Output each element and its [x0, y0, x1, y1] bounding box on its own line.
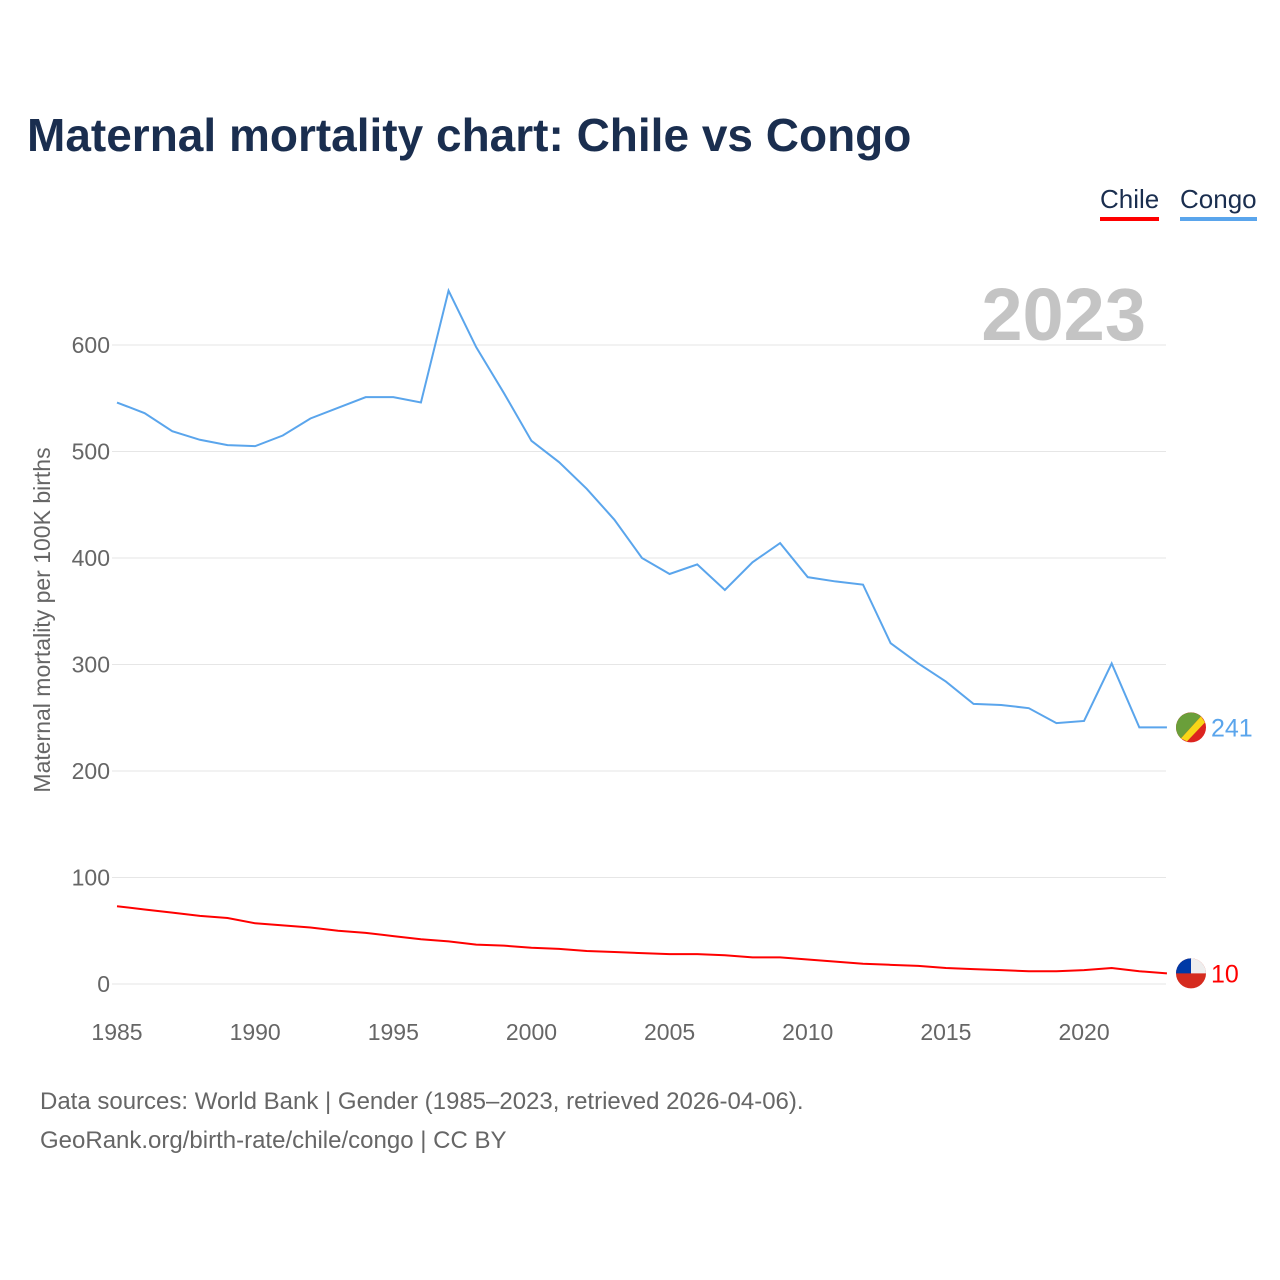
series-line-chile: [116, 905, 1168, 975]
flag-part: [1191, 958, 1206, 974]
legend-congo[interactable]: Congo: [1180, 184, 1257, 221]
y-axis-label: Maternal mortality per 100K births: [29, 447, 55, 792]
x-tick-label: 2015: [920, 1019, 971, 1045]
y-tick-label: 0: [97, 971, 110, 997]
legend-chile[interactable]: Chile: [1100, 184, 1160, 221]
y-tick-label: 600: [72, 332, 110, 358]
x-tick-label: 2020: [1058, 1019, 1109, 1045]
x-tick-label: 1985: [91, 1019, 142, 1045]
footer-link[interactable]: GeoRank.org/birth-rate/chile/congo | CC …: [40, 1127, 507, 1154]
x-tick-label: 2005: [644, 1019, 695, 1045]
y-tick-label: 500: [72, 439, 110, 465]
x-tick-label: 1995: [368, 1019, 419, 1045]
series-line-congo: [116, 287, 1167, 729]
chart-title: Maternal mortality chart: Chile vs Congo: [27, 109, 912, 161]
x-tick-label: 2000: [506, 1019, 557, 1045]
flag-part: [1176, 958, 1191, 974]
y-tick-label: 100: [72, 865, 110, 891]
year-watermark: 2023: [981, 273, 1146, 356]
x-tick-label: 1990: [230, 1019, 281, 1045]
y-tick-label: 200: [72, 758, 110, 784]
end-value-label: 10: [1211, 960, 1239, 988]
footer-sources: Data sources: World Bank | Gender (1985–…: [40, 1088, 804, 1115]
y-tick-label: 400: [72, 545, 110, 571]
flag-part: [1181, 716, 1205, 742]
x-tick-label: 2010: [782, 1019, 833, 1045]
end-value-label: 241: [1211, 714, 1253, 742]
flag-part: [1176, 712, 1201, 739]
y-tick-label: 300: [72, 652, 110, 678]
